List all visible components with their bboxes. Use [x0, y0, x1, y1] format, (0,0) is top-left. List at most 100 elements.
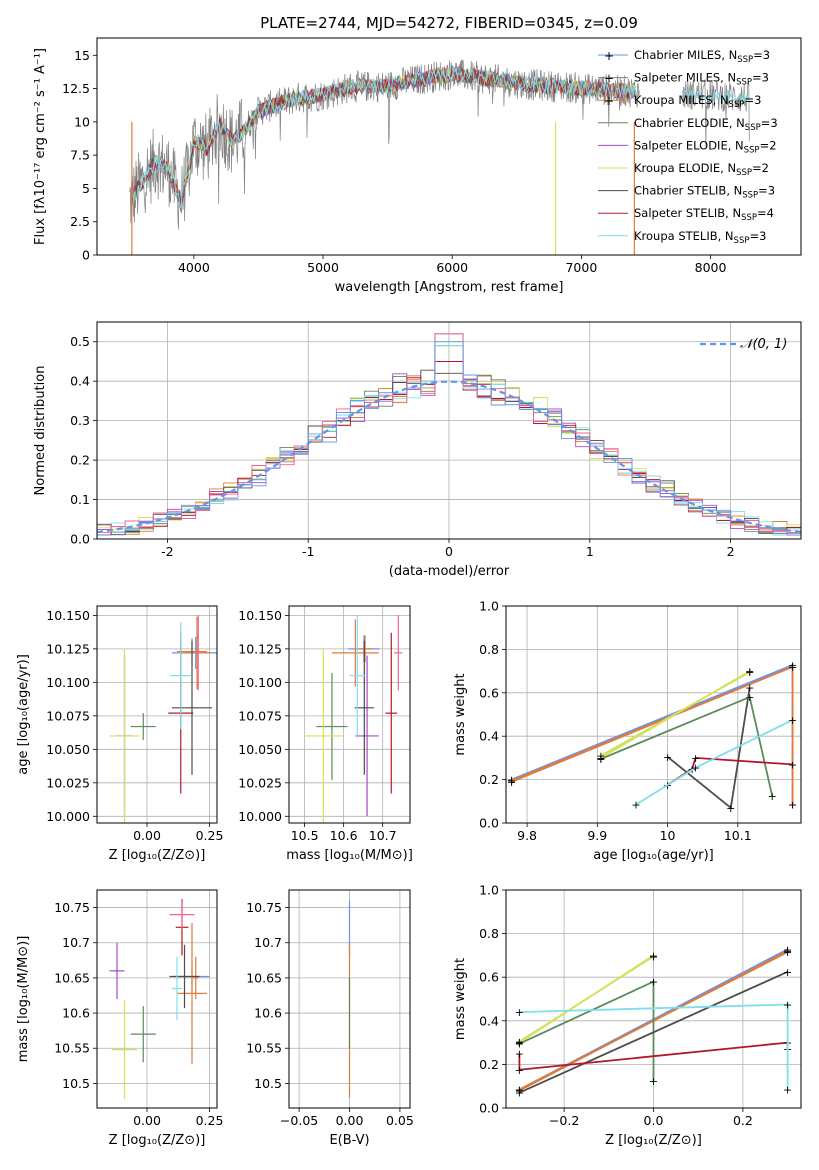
weight-vs-age-xlabel: age [log₁₀(age/yr)]	[593, 848, 714, 863]
normal-reference-curve	[97, 380, 801, 534]
weight-vs-age-ytick-label: 0.2	[479, 772, 499, 787]
mass-vs-EBV-ytick-label: 10.5	[254, 1076, 282, 1091]
mass-weight-marker: +	[515, 1038, 524, 1051]
mass-weight-marker: +	[788, 714, 797, 727]
age-vs-Z-ytick-label: 10.000	[46, 809, 90, 824]
age-vs-Z-frame	[96, 605, 218, 824]
figure-title: PLATE=2744, MJD=54272, FIBERID=0345, z=0…	[260, 14, 638, 32]
weight-vs-Z-xlabel: Z [log₁₀(Z/Z⊙)]	[605, 1133, 702, 1148]
mass-vs-EBV-xtick-label: 0.00	[336, 1113, 364, 1128]
residuals-ytick-label: 0.1	[70, 492, 90, 507]
mass-weight-marker: +	[649, 1075, 658, 1088]
weight-vs-age-plot-area: +++++++++++++++++++++++++	[507, 659, 797, 815]
residuals-ytick-label: 0.0	[70, 532, 90, 547]
weight-vs-age-xtick-label: 9.9	[587, 828, 607, 843]
age-vs-mass-xlabel: mass [log₁₀(M/M⊙)]	[286, 848, 413, 863]
mass-weight-marker: +	[515, 1085, 524, 1098]
mass-weight-line	[600, 671, 751, 757]
mass-vs-EBV-ytick-label: 10.7	[254, 935, 282, 950]
mass-weight-marker: +	[596, 750, 605, 763]
mass-vs-Z-plot-area	[109, 899, 210, 1099]
mass-weight-marker: +	[783, 998, 792, 1011]
mass-weight-marker: +	[745, 665, 754, 678]
mass-vs-EBV-xtick-label: 0.05	[386, 1113, 414, 1128]
weight-vs-age-ytick-label: 0.8	[479, 642, 499, 657]
residuals-axes: -2 -1 0 1 2 0.0 0.1 0.2 0.3 0.4 0.5 (data-model)/er…	[33, 321, 802, 579]
mass-vs-EBV-ytick-label: 10.55	[246, 1041, 282, 1056]
mass-weight-marker: +	[515, 1087, 524, 1100]
legend-label: 𝒩(0, 1)	[740, 337, 787, 352]
spectrum-xtick-label: 5000	[307, 260, 339, 275]
legend-marker: +	[604, 94, 614, 108]
legend-label: Salpeter MILES, NSSP=3	[634, 71, 769, 88]
mass-weight-marker: +	[788, 758, 797, 771]
mass-weight-line	[666, 687, 751, 810]
mass-weight-marker: +	[783, 946, 792, 959]
mass-weight-marker: +	[691, 762, 700, 775]
residuals-xtick-label: 0	[445, 544, 453, 559]
weight-vs-age-ytick-label: 0.6	[479, 685, 499, 700]
spectrum-axes: 4000 5000 6000 7000 8000 0 2.5 5 7.5 10 12.5 15 wave…	[33, 37, 802, 295]
weight-vs-Z-xtick-label: −0.2	[549, 1113, 579, 1128]
weight-vs-Z-ytick-label: 0.8	[479, 926, 499, 941]
mass-weight-marker: +	[745, 666, 754, 679]
mass-weight-marker: +	[649, 949, 658, 962]
mass-weight-marker: +	[507, 775, 516, 788]
mass-weight-marker: +	[596, 753, 605, 766]
model-spectrum-line	[131, 67, 637, 209]
weight-vs-Z-ylabel: mass weight	[453, 958, 468, 1040]
age-vs-Z-ytick-label: 10.075	[46, 708, 90, 723]
mass-vs-Z-axes: 0.00 0.25 10.5 10.55 10.6 10.65 10.7 10.75 Z [lo…	[16, 889, 223, 1148]
mass-weight-marker: +	[596, 752, 605, 765]
mass-weight-marker: +	[788, 661, 797, 674]
weight-vs-age-frame	[505, 605, 802, 824]
weight-vs-Z-ytick-label: 0.2	[479, 1057, 499, 1072]
mass-vs-EBV-xlabel: E(B-V)	[329, 1133, 369, 1148]
age-vs-mass-xtick-label: 10.6	[330, 828, 358, 843]
mass-vs-EBV-ytick-label: 10.65	[246, 970, 282, 985]
mass-vs-Z-ytick-label: 10.65	[54, 970, 90, 985]
age-vs-mass-plot-area	[303, 615, 403, 823]
residuals-xtick-label: 1	[586, 544, 594, 559]
age-vs-Z-ytick-label: 10.100	[46, 675, 90, 690]
legend-marker: +	[604, 49, 614, 63]
mass-weight-marker: +	[768, 790, 777, 803]
mass-weight-marker: +	[783, 966, 792, 979]
weight-vs-Z-axes: ++++++++++++++++++++++ −0.2 0.0 0.2 0.0 0.2 0.…	[453, 883, 802, 1148]
mass-vs-Z-ytick-label: 10.55	[54, 1041, 90, 1056]
mass-weight-marker: +	[515, 1064, 524, 1077]
weight-vs-Z-xtick-label: 0.0	[644, 1113, 664, 1128]
weight-vs-age-ytick-label: 0.4	[479, 729, 499, 744]
mass-weight-marker: +	[745, 691, 754, 704]
mass-vs-Z-frame	[96, 889, 218, 1109]
mass-weight-marker: +	[691, 752, 700, 765]
legend-label: Chabrier ELODIE, NSSP=3	[634, 116, 778, 133]
model-spectrum-extension	[681, 90, 750, 102]
residuals-ytick-label: 0.2	[70, 453, 90, 468]
mass-vs-Z-ytick-label: 10.5	[62, 1076, 90, 1091]
age-vs-Z-ytick-label: 10.150	[46, 608, 90, 623]
weight-vs-age-xtick-label: 9.8	[517, 828, 537, 843]
weight-vs-Z-frame	[505, 889, 802, 1109]
mass-weight-marker: +	[788, 799, 797, 812]
mass-weight-marker: +	[783, 1083, 792, 1096]
mass-vs-Z-xtick-label: 0.00	[133, 1113, 161, 1128]
residuals-xlabel: (data-model)/error	[389, 564, 510, 579]
age-vs-Z-ytick-label: 10.125	[46, 641, 90, 656]
age-vs-Z-axes: 0.00 0.25 10.000 10.025 10.050 10.075 10.100 10…	[16, 605, 223, 863]
mass-weight-marker: +	[631, 799, 640, 812]
legend-label: Kroupa ELODIE, NSSP=2	[634, 161, 769, 178]
weight-vs-Z-ytick-label: 0.4	[479, 1013, 499, 1028]
mass-weight-marker: +	[515, 1036, 524, 1049]
spectrum-xlabel: wavelength [Angstrom, rest frame]	[335, 280, 564, 295]
mass-weight-marker: +	[515, 1037, 524, 1050]
legend-label: Chabrier MILES, NSSP=3	[634, 48, 770, 65]
residuals-ytick-label: 0.4	[70, 374, 90, 389]
age-vs-mass-ytick-label: 10.025	[238, 775, 282, 790]
mass-weight-marker: +	[783, 945, 792, 958]
residuals-ytick-label: 0.5	[70, 334, 90, 349]
age-vs-mass-ytick-label: 10.075	[238, 708, 282, 723]
mass-weight-marker: +	[788, 659, 797, 672]
residual-histogram	[97, 341, 801, 536]
